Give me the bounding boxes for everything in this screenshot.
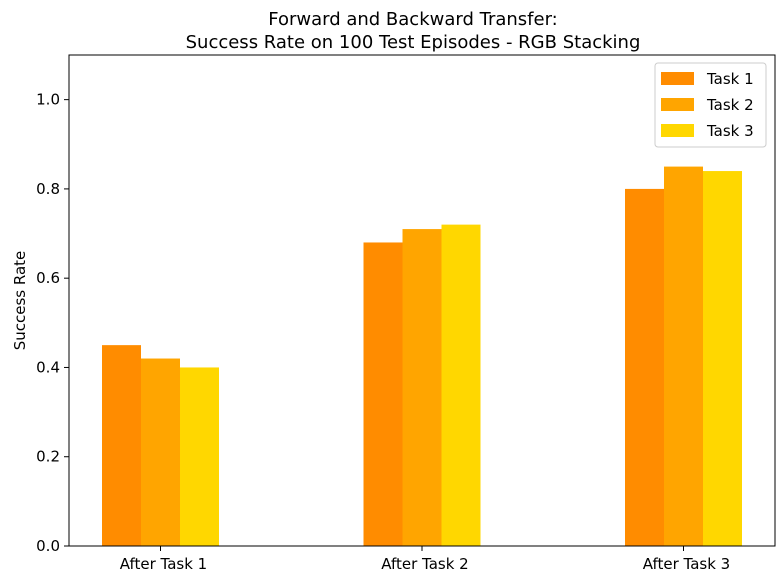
x-tick-label: After Task 2 xyxy=(381,555,468,573)
legend-label: Task 1 xyxy=(706,70,754,88)
y-tick-label: 0.0 xyxy=(36,537,60,555)
y-axis: 0.0 0.2 0.4 0.6 0.8 1.0 xyxy=(36,91,69,555)
bar-task-2-after-task-2 xyxy=(402,229,442,546)
bar-task-1-after-task-3 xyxy=(625,188,664,546)
bar-task-1-after-task-2 xyxy=(363,242,403,547)
y-axis-label: Success Rate xyxy=(11,251,29,351)
legend-label: Task 3 xyxy=(706,122,754,140)
chart-title-line-1: Forward and Backward Transfer: xyxy=(268,9,558,30)
plot-frame xyxy=(68,54,776,547)
y-tick-label: 0.8 xyxy=(36,180,60,198)
legend-swatch-task-1 xyxy=(661,72,694,85)
legend-swatch-task-2 xyxy=(661,98,694,111)
x-axis: After Task 1 After Task 2 After Task 3 xyxy=(120,546,730,573)
bar-task-2-after-task-1 xyxy=(141,358,180,546)
bar-task-3-after-task-2 xyxy=(441,224,481,547)
x-tick-label: After Task 1 xyxy=(120,555,207,573)
bar-task-1-after-task-1 xyxy=(102,345,141,546)
legend-swatch-task-3 xyxy=(661,124,694,137)
y-tick-label: 1.0 xyxy=(36,91,60,109)
bar-task-2-after-task-3 xyxy=(664,166,703,546)
bar-task-3-after-task-1 xyxy=(180,367,219,546)
legend: Task 1 Task 2 Task 3 xyxy=(654,62,767,148)
x-tick-label: After Task 3 xyxy=(643,555,730,573)
bar-task-3-after-task-3 xyxy=(703,171,742,546)
y-tick-label: 0.2 xyxy=(36,448,60,466)
y-tick-label: 0.6 xyxy=(36,269,60,287)
legend-label: Task 2 xyxy=(706,96,754,114)
bars-layer xyxy=(102,166,742,547)
chart-title-line-2: Success Rate on 100 Test Episodes - RGB … xyxy=(186,32,641,53)
y-tick-label: 0.4 xyxy=(36,358,60,376)
